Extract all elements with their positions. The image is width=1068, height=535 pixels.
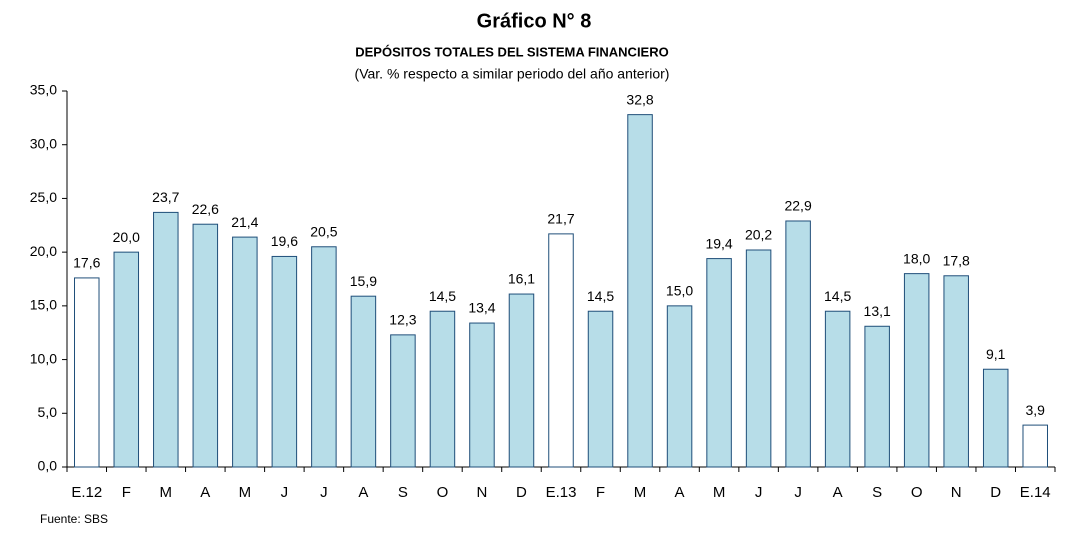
bar	[350, 295, 377, 468]
value-label: 9,1	[986, 346, 1006, 362]
bar	[469, 322, 495, 468]
x-tick-label: N	[951, 484, 962, 501]
bar	[824, 310, 851, 468]
value-label: 22,6	[192, 201, 219, 217]
y-tick-label: 35,0	[30, 82, 57, 98]
y-tick-label: 15,0	[30, 297, 57, 313]
x-tick-label: O	[437, 484, 449, 501]
y-tick-label: 25,0	[30, 189, 57, 205]
value-label: 32,8	[626, 91, 653, 107]
value-label: 21,4	[231, 214, 258, 230]
value-label: 23,7	[152, 189, 179, 205]
bar	[666, 305, 693, 468]
value-label: 20,0	[113, 229, 140, 245]
x-tick-label: D	[516, 484, 527, 501]
y-tick-label: 0,0	[38, 458, 58, 474]
bar	[153, 211, 179, 468]
x-tick-label: A	[833, 484, 843, 501]
x-tick-label: J	[281, 484, 289, 501]
value-label: 13,1	[864, 303, 891, 319]
x-tick-label: M	[634, 484, 647, 501]
chart-subtitle: DEPÓSITOS TOTALES DEL SISTEMA FINANCIERO	[355, 44, 668, 59]
bar	[627, 114, 653, 468]
value-label: 19,6	[271, 233, 298, 249]
bar	[508, 293, 535, 468]
bar	[429, 310, 456, 468]
value-label: 16,1	[508, 271, 535, 287]
x-tick-label: M	[713, 484, 726, 501]
value-label: 22,9	[784, 198, 811, 214]
y-tick-label: 20,0	[30, 243, 57, 259]
x-tick-label: J	[794, 484, 802, 501]
bar	[113, 251, 140, 468]
y-tick-label: 5,0	[38, 404, 58, 420]
x-tick-label: A	[200, 484, 210, 501]
x-tick-label: A	[358, 484, 368, 501]
x-tick-label: E.14	[1020, 484, 1051, 501]
x-tick-label: O	[911, 484, 923, 501]
bar	[548, 233, 574, 468]
x-tick-label: F	[596, 484, 605, 501]
value-label: 20,2	[745, 227, 772, 243]
y-tick-label: 10,0	[30, 350, 57, 366]
bar	[311, 246, 337, 468]
value-label: 18,0	[903, 250, 930, 266]
bar	[232, 236, 258, 468]
bar	[706, 258, 732, 468]
x-tick-label: E.13	[546, 484, 577, 501]
x-tick-label: J	[755, 484, 763, 501]
bar	[192, 223, 219, 468]
x-tick-label: M	[160, 484, 173, 501]
bar	[1022, 424, 1048, 468]
x-tick-label: J	[320, 484, 328, 501]
bar	[982, 368, 1009, 468]
value-label: 15,0	[666, 283, 693, 299]
bar	[271, 255, 298, 468]
value-label: 21,7	[547, 211, 574, 227]
bar	[745, 249, 772, 468]
x-tick-label: N	[477, 484, 488, 501]
value-label: 17,8	[943, 252, 970, 268]
bar	[785, 220, 811, 468]
value-label: 20,5	[310, 223, 337, 239]
value-label: 13,4	[468, 300, 495, 316]
value-label: 15,9	[350, 273, 377, 289]
bar	[587, 310, 614, 468]
value-label: 19,4	[705, 235, 732, 251]
source: Fuente: SBS	[40, 512, 108, 526]
value-label: 12,3	[389, 312, 416, 328]
bar	[74, 277, 100, 468]
x-tick-label: M	[239, 484, 252, 501]
x-tick-label: D	[990, 484, 1001, 501]
bar	[943, 275, 969, 468]
chart-note: (Var. % respecto a similar periodo del a…	[355, 66, 670, 82]
x-tick-label: A	[675, 484, 685, 501]
value-label: 17,6	[73, 255, 100, 271]
value-label: 3,9	[1026, 402, 1046, 418]
x-tick-label: S	[872, 484, 882, 501]
bar	[864, 325, 890, 468]
x-tick-label: S	[398, 484, 408, 501]
bar	[390, 334, 416, 468]
value-label: 14,5	[824, 288, 851, 304]
bar	[903, 273, 930, 468]
y-tick-label: 30,0	[30, 135, 57, 151]
value-label: 14,5	[587, 288, 614, 304]
x-tick-label: F	[122, 484, 131, 501]
value-label: 14,5	[429, 288, 456, 304]
chart-title: Gráfico N° 8	[477, 10, 592, 32]
x-tick-label: E.12	[71, 484, 102, 501]
